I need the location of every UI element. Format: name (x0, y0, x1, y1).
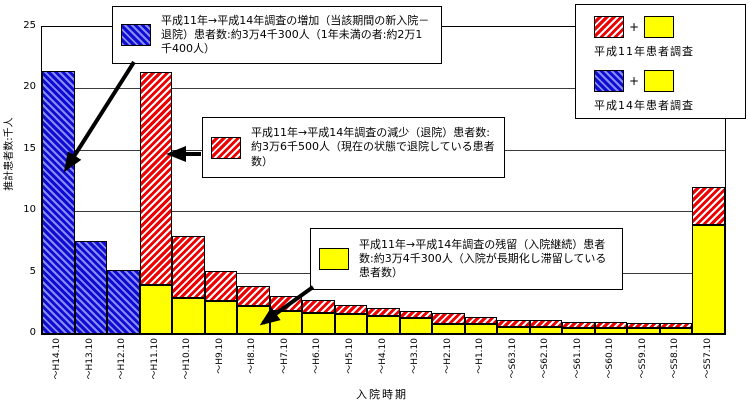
bar-segment-yellow (269, 310, 303, 334)
bar-segment-blue-hatch (107, 270, 140, 334)
plus-sign: + (629, 20, 640, 34)
yellow-swatch (319, 248, 349, 270)
legend-item-h14: + 平成14年患者調査 (594, 68, 745, 113)
bar-segment-yellow (204, 300, 238, 334)
bar-segment-yellow (692, 224, 725, 334)
legend-label-h14: 平成14年患者調査 (594, 99, 694, 112)
bar-segment-red-hatch (302, 299, 335, 314)
y-tick-label: 20 (23, 81, 36, 93)
y-tick-label: 25 (23, 20, 36, 31)
bar-segment-red-hatch (237, 286, 270, 306)
bar-segment-yellow (464, 324, 498, 334)
bar-segment-blue-hatch (74, 240, 108, 334)
x-tick-label: ～H12.10 (117, 338, 128, 380)
bar-segment-red-hatch (562, 321, 595, 328)
bar-segment-yellow (562, 327, 595, 334)
x-tick-label: ～H14.10 (52, 338, 63, 380)
bar-segment-red-hatch (464, 316, 498, 325)
bar-segment-red-hatch (497, 319, 530, 327)
x-tick-label: ～S60.10 (605, 338, 616, 379)
x-tick-label: ～H8.10 (247, 338, 258, 374)
x-tick-label: ～H7.10 (279, 338, 290, 374)
bar-segment-red-hatch (529, 319, 563, 327)
gridline (42, 211, 725, 213)
x-tick-label: ～S61.10 (572, 338, 583, 379)
x-axis-title: 入院時期 (356, 388, 408, 401)
y-tick-label: 15 (23, 142, 36, 154)
x-tick-label: ～S62.10 (540, 338, 551, 379)
x-tick-label: ～H13.10 (84, 338, 95, 380)
y-tick-label: 0 (29, 327, 36, 338)
legend-swatch-row: + (594, 14, 745, 40)
bar-segment-yellow (334, 314, 368, 334)
bar-segment-red-hatch (172, 235, 205, 299)
annotation-text-decrease: 平成11年→平成14年調査の減少（退院）患者数:約3万6千500人（現在の状態で… (251, 126, 495, 168)
bar-segment-red-hatch (139, 72, 173, 285)
bar-segment-red-hatch (367, 308, 400, 316)
bar-segment-red-hatch (627, 322, 660, 329)
bar-segment-yellow (432, 324, 465, 334)
bar-segment-red-hatch (269, 295, 303, 311)
bar-segment-yellow (529, 326, 563, 334)
x-tick-label: ～H11.10 (149, 338, 160, 380)
yellow-swatch (644, 70, 675, 92)
annotation-box-increase: 平成11年→平成14年調査の増加（当該期間の新入院－退院）患者数:約3万4千30… (112, 6, 442, 64)
bar-segment-yellow (172, 298, 205, 334)
bar-segment-red-hatch (432, 313, 465, 325)
bar-segment-yellow (367, 315, 400, 334)
plus-sign: + (629, 74, 640, 88)
bar-segment-yellow (237, 305, 270, 334)
red-hatch-swatch (594, 16, 624, 38)
legend: + 平成11年患者調査 + 平成14年患者調査 (575, 4, 746, 119)
x-tick-label: ～S59.10 (637, 338, 648, 379)
x-tick-label: ～H9.10 (214, 338, 225, 374)
gridline (42, 88, 725, 90)
annotation-box-decrease: 平成11年→平成14年調査の減少（退院）患者数:約3万6千500人（現在の状態で… (202, 117, 505, 178)
bar-segment-red-hatch (399, 310, 433, 319)
blue-hatch-swatch (121, 24, 151, 46)
bar-segment-blue-hatch (42, 71, 75, 334)
x-tick-label: ～H3.10 (410, 338, 421, 374)
bar-segment-red-hatch (594, 321, 628, 328)
annotation-text-remain: 平成11年→平成14年調査の残留（入院継続）患者数:約3万4千300人（入院が長… (359, 237, 607, 280)
bar-segment-yellow (302, 313, 335, 334)
x-tick-label: ～H6.10 (312, 338, 323, 374)
yellow-swatch (644, 16, 675, 38)
x-tick-label: ～H4.10 (377, 338, 388, 374)
x-tick-label: ～S57.10 (702, 338, 713, 379)
bar-segment-yellow (139, 284, 173, 334)
x-tick-label: ～H2.10 (442, 338, 453, 374)
x-tick-label: ～S58.10 (670, 338, 681, 379)
annotation-text-increase: 平成11年→平成14年調査の増加（当該期間の新入院－退院）患者数:約3万4千30… (161, 13, 430, 56)
bar-segment-yellow (497, 326, 530, 334)
y-tick-label: 5 (29, 265, 36, 277)
x-tick-label: ～S63.10 (507, 338, 518, 379)
x-tick-label: ～H5.10 (344, 338, 355, 374)
bar-segment-yellow (399, 318, 433, 334)
bar-segment-red-hatch (659, 322, 693, 329)
bar-segment-red-hatch (204, 271, 238, 301)
bar-segment-yellow (659, 328, 693, 334)
bar-segment-yellow (627, 328, 660, 334)
x-tick-label: ～H1.10 (475, 338, 486, 374)
y-tick-label: 10 (23, 204, 36, 216)
legend-label-h11: 平成11年患者調査 (594, 45, 694, 58)
blue-hatch-swatch (594, 70, 624, 92)
legend-swatch-row: + (594, 68, 745, 94)
legend-item-h11: + 平成11年患者調査 (594, 14, 745, 59)
bar-segment-red-hatch (692, 186, 725, 225)
x-tick-label: ～H10.10 (182, 338, 193, 380)
red-hatch-swatch (211, 136, 241, 159)
annotation-box-remain: 平成11年→平成14年調査の残留（入院継続）患者数:約3万4千300人（入院が長… (310, 228, 623, 290)
bar-segment-red-hatch (334, 304, 368, 315)
bar-segment-yellow (594, 327, 628, 334)
